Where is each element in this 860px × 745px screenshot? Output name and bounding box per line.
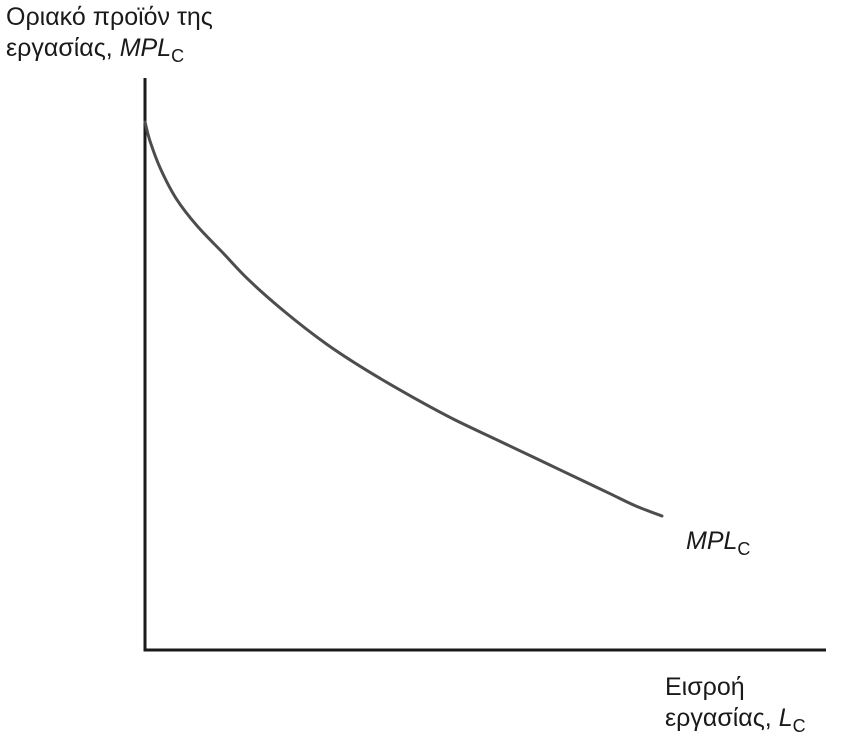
series-label-mpl: MPLC bbox=[686, 526, 750, 559]
x-axis-title-subscript: C bbox=[792, 716, 806, 736]
x-axis-title-prefix: εργασίας, bbox=[665, 704, 779, 732]
x-axis-title-symbol: L bbox=[778, 704, 793, 732]
series-label-symbol: MPL bbox=[686, 527, 738, 555]
series-label-subscript: C bbox=[737, 539, 751, 559]
y-axis-title-prefix: εργασίας, bbox=[6, 34, 120, 62]
y-axis-title-line1: Οριακό προϊόν της bbox=[6, 3, 213, 31]
x-axis-title-line1: Εισροή bbox=[665, 673, 745, 701]
y-axis-title-line2: εργασίας, MPLC bbox=[6, 33, 213, 66]
y-axis-title-symbol: MPL bbox=[119, 34, 172, 62]
mpl-curve bbox=[143, 120, 664, 518]
y-axis-title: Οριακό προϊόν της εργασίας, MPLC bbox=[6, 2, 213, 66]
x-axis-title-line2: εργασίας, LC bbox=[665, 703, 806, 736]
y-axis-title-subscript: C bbox=[171, 46, 185, 66]
x-axis-title: Εισροή εργασίας, LC bbox=[665, 672, 806, 736]
